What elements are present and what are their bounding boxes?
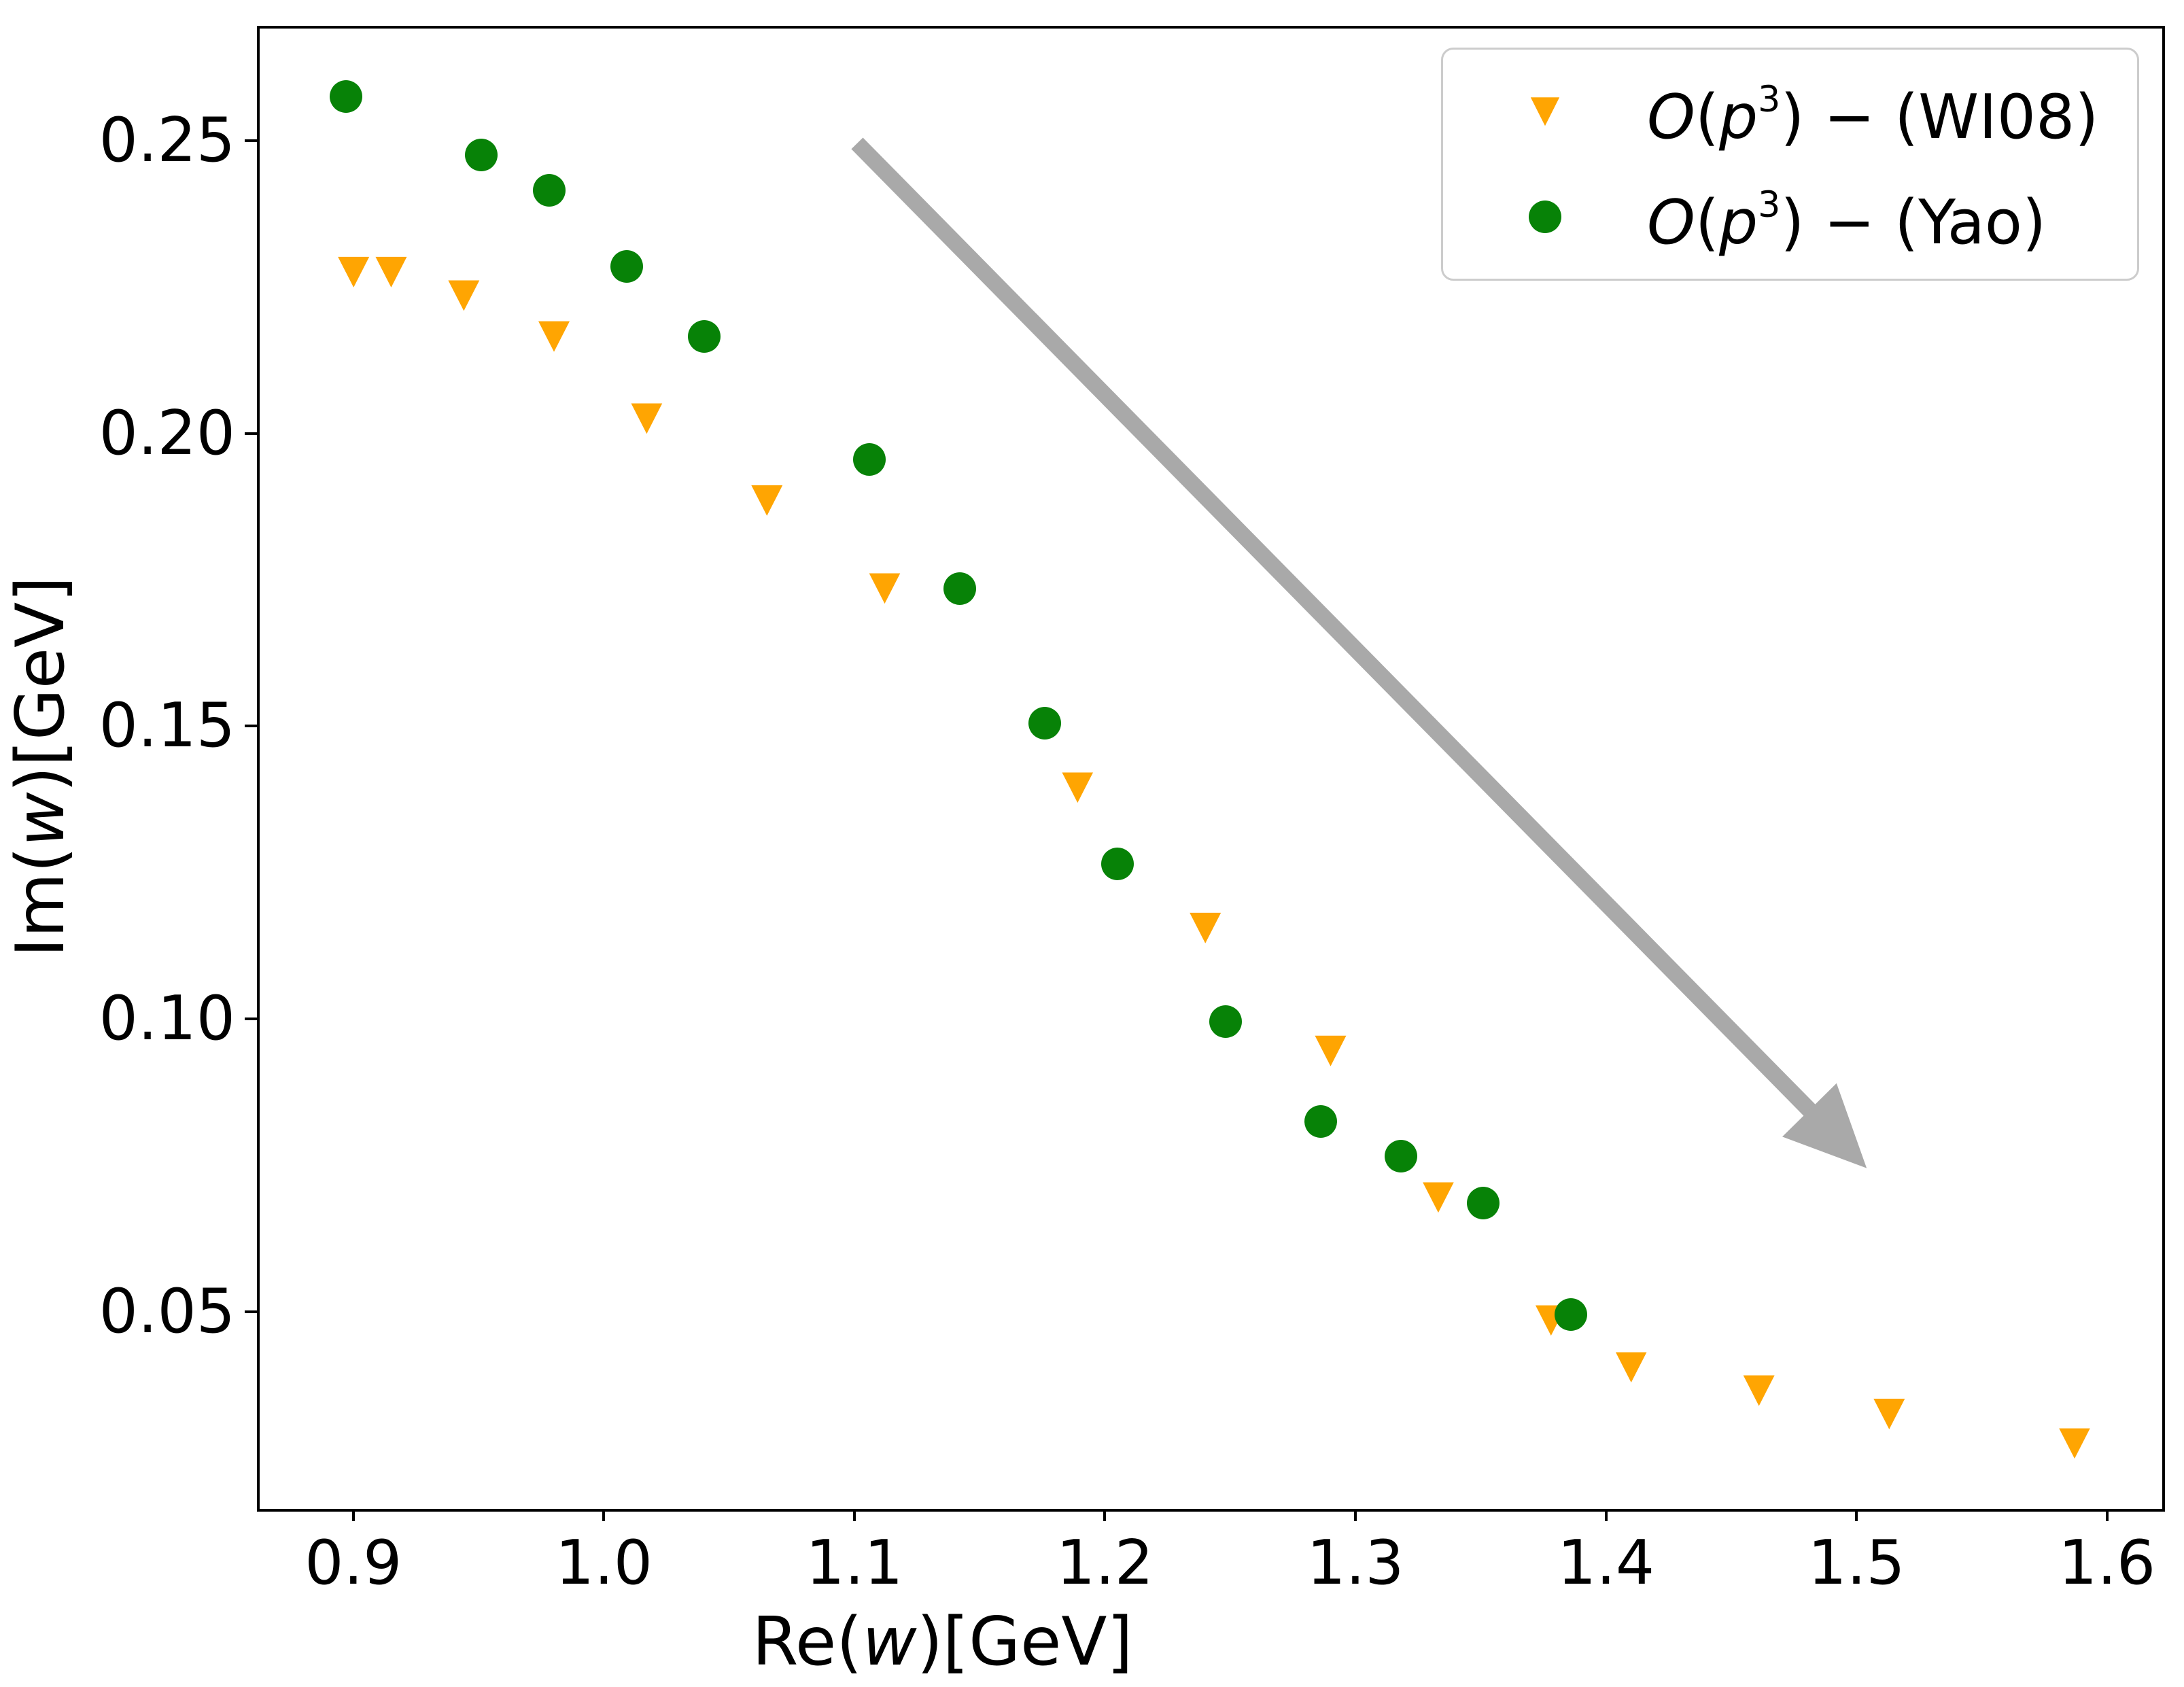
legend-label-sup: 3 bbox=[1758, 80, 1781, 121]
legend-label-p: p bbox=[1718, 82, 1758, 154]
legend-item-label: O(p3) − (Yao) bbox=[1647, 173, 2046, 260]
y-axis-label-prefix: Im( bbox=[2, 846, 80, 958]
y-axis-label-var: w bbox=[2, 792, 80, 847]
legend-label-rest: ) − (Yao) bbox=[1780, 186, 2047, 258]
legend-marker-cell bbox=[1443, 200, 1647, 233]
y-tick bbox=[245, 432, 257, 435]
data-point-yao bbox=[1028, 706, 1062, 740]
x-tick bbox=[1855, 1509, 1858, 1521]
x-axis-label: Re(w)[GeV] bbox=[0, 1604, 2184, 1680]
legend-label-sup: 3 bbox=[1758, 184, 1781, 226]
y-tick bbox=[245, 725, 257, 728]
y-tick-label: 0.05 bbox=[99, 1275, 235, 1347]
x-tick bbox=[1354, 1509, 1357, 1521]
x-axis-label-var: w bbox=[862, 1603, 917, 1681]
y-tick-label: 0.25 bbox=[99, 104, 235, 176]
x-tick-label: 0.9 bbox=[305, 1527, 402, 1599]
x-tick bbox=[1604, 1509, 1608, 1521]
x-tick-label: 1.2 bbox=[1056, 1527, 1154, 1599]
legend-label-p: p bbox=[1718, 186, 1758, 258]
data-point-yao bbox=[1467, 1187, 1500, 1220]
y-axis-label-suffix: )[GeV] bbox=[2, 576, 80, 793]
legend-item-label: O(p3) − (WI08) bbox=[1647, 68, 2098, 155]
legend-label-rest: ) − (WI08) bbox=[1780, 82, 2099, 154]
x-tick bbox=[852, 1509, 856, 1521]
x-tick bbox=[1103, 1509, 1107, 1521]
y-tick-label: 0.15 bbox=[99, 690, 235, 762]
data-point-yao bbox=[688, 320, 721, 353]
y-tick-label: 0.10 bbox=[99, 983, 235, 1055]
trajectory-arrow bbox=[851, 137, 1867, 1168]
legend: O(p3) − (WI08) O(p3) − (Yao) bbox=[1441, 48, 2139, 281]
x-tick-label: 1.1 bbox=[805, 1527, 903, 1599]
y-tick-label: 0.20 bbox=[99, 397, 235, 469]
legend-label-O: O bbox=[1647, 82, 1695, 154]
x-tick bbox=[2105, 1509, 2109, 1521]
circle-icon bbox=[1529, 200, 1561, 233]
x-tick bbox=[351, 1509, 355, 1521]
x-tick bbox=[602, 1509, 606, 1521]
y-axis-label: Im(w)[GeV] bbox=[2, 495, 80, 1039]
legend-marker-cell bbox=[1443, 97, 1647, 126]
y-tick bbox=[245, 1310, 257, 1313]
triangle-down-icon bbox=[1530, 97, 1560, 126]
data-point-yao bbox=[465, 139, 498, 172]
legend-item-yao: O(p3) − (Yao) bbox=[1443, 166, 2137, 268]
x-tick-label: 1.4 bbox=[1557, 1527, 1655, 1599]
x-tick-label: 1.3 bbox=[1306, 1527, 1404, 1599]
legend-label-paren: ( bbox=[1695, 186, 1719, 258]
x-tick-label: 1.0 bbox=[555, 1527, 653, 1599]
data-point-yao bbox=[1384, 1140, 1417, 1173]
data-point-yao bbox=[1555, 1298, 1588, 1331]
legend-label-O: O bbox=[1647, 186, 1695, 258]
data-point-yao bbox=[532, 173, 566, 207]
data-point-yao bbox=[1101, 847, 1134, 880]
x-axis-label-suffix: )[GeV] bbox=[916, 1603, 1133, 1681]
legend-label-paren: ( bbox=[1695, 82, 1719, 154]
data-point-yao bbox=[610, 249, 643, 283]
y-tick bbox=[245, 1018, 257, 1021]
x-tick-label: 1.6 bbox=[2058, 1527, 2156, 1599]
data-point-yao bbox=[1209, 1005, 1242, 1039]
data-point-yao bbox=[330, 80, 363, 113]
x-axis-label-prefix: Re( bbox=[752, 1603, 863, 1681]
data-point-yao bbox=[943, 572, 977, 605]
x-tick-label: 1.5 bbox=[1807, 1527, 1905, 1599]
legend-item-wi08: O(p3) − (WI08) bbox=[1443, 60, 2137, 162]
data-point-yao bbox=[853, 443, 886, 476]
data-point-yao bbox=[1304, 1105, 1337, 1138]
y-tick bbox=[245, 139, 257, 142]
